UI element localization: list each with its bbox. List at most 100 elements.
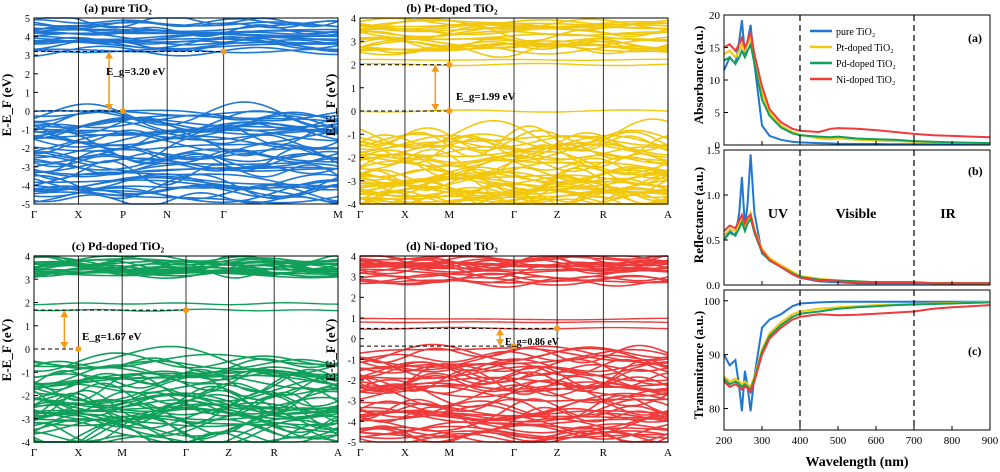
kpoint-label: Γ (357, 209, 363, 221)
gap-arrow-head-up (60, 310, 68, 317)
vbm-marker (75, 346, 81, 352)
y-tick-label: 10 (709, 75, 721, 87)
gap-arrow-head-down (60, 342, 68, 349)
vbm-marker (446, 108, 452, 114)
kpoint-label: M (444, 447, 454, 459)
legend-entry: Pd-doped TiO₂ (836, 59, 896, 70)
kpoint-label: R (600, 447, 608, 459)
y-tick-label: 3 (351, 37, 356, 48)
y-tick-label: 2 (25, 70, 30, 81)
absorbance-panel-tag: (a) (968, 31, 982, 45)
y-tick-label: 0 (351, 107, 356, 118)
kpoint-label: Γ (31, 447, 37, 459)
y-tick-label: -5 (348, 438, 356, 449)
gap-label-pt: E_g=1.99 eV (456, 91, 515, 103)
spectrum-line (724, 213, 990, 283)
y-tick-label: -3 (22, 415, 30, 426)
y-tick-label: 1.5 (706, 145, 720, 157)
legend-entry: Ni-doped TiO₂ (836, 75, 895, 86)
band-structure-panel-pure: (a) pure TiO₂ E-E_F (eV) E_g=3.20 eV 5 4 3… (0, 1, 343, 221)
y-axis-label-ni: E-E_F (eV) (323, 319, 338, 382)
x-tick-label: 600 (868, 435, 885, 447)
y-tick-label: -2 (348, 376, 356, 387)
y-tick-label: 0 (25, 107, 30, 118)
reflectance-panel-tag: (b) (968, 164, 983, 178)
panel-title-pure: (a) pure TiO₂ (84, 1, 152, 15)
transmittance-frame (724, 290, 990, 430)
reflectance-panel: Reflectance (a.u.) 0.0 0.5 1.0 1.5 (b) UV V… (691, 145, 990, 292)
y-tick-label: 2 (351, 293, 356, 304)
y-tick-label: -3 (348, 397, 356, 408)
y-tick-label: -4 (348, 417, 356, 428)
kpoint-label: Γ (511, 209, 517, 221)
y-tick-label: -4 (22, 438, 30, 449)
gap-arrow-head-up (496, 328, 504, 335)
x-tick-label: 800 (944, 435, 961, 447)
panel-title-ni: (d) Ni-doped TiO₂ (406, 239, 498, 253)
kpoint-label: A (334, 447, 342, 459)
y-tick-label: 1 (351, 314, 356, 325)
kpoint-label: X (401, 209, 409, 221)
absorbance-y-label: Absorbance (a.u.) (691, 26, 706, 125)
reflectance-y-label: Reflectance (a.u.) (691, 167, 706, 263)
gap-label-ni: E_g=0.86 eV (505, 337, 560, 348)
kpoint-label: M (444, 209, 454, 221)
x-tick-label: 400 (792, 435, 809, 447)
band-structure-and-optical-figure: (a) pure TiO₂ E-E_F (eV) E_g=3.20 eV 543… (0, 0, 1000, 472)
y-tick-label: 4 (25, 33, 30, 44)
reflectance-y-ticks: 0.00.51.01.5 (706, 145, 728, 292)
x-tick-label: 200 (716, 435, 733, 447)
kpoint-label: X (401, 447, 409, 459)
y-tick-label: 100 (704, 296, 721, 308)
transmittance-x-ticks: 200 300 400 500 600 700 800 900 (716, 426, 999, 447)
y-tick-label: 1.0 (706, 190, 720, 202)
transmittance-panel-tag: (c) (968, 344, 981, 358)
transmittance-y-label: Transmitance (a.u.) (691, 311, 706, 419)
kpoint-label: Γ (183, 447, 189, 459)
kpoint-label: R (600, 209, 608, 221)
x-tick-label: 900 (982, 435, 999, 447)
y-tick-label: 20 (709, 10, 721, 22)
band-structure-panel-pt: (b) Pt-doped TiO₂ E-E_F (eV) E_g=1.99 eV… (323, 1, 672, 221)
x-tick-label: 300 (754, 435, 771, 447)
kpoint-label: Γ (511, 447, 517, 459)
kpoint-label: Γ (31, 209, 37, 221)
kpoint-label: X (74, 209, 82, 221)
y-tick-label: 0 (351, 335, 356, 346)
cbm-marker (183, 307, 189, 313)
band-structure-panel-pd: (c) Pd-doped TiO₂ E-E_F (eV) E_g=1.67 eV… (0, 239, 342, 459)
y-tick-label: 4 (25, 252, 30, 263)
kpoint-label: R (270, 447, 278, 459)
y-axis-label-pure: E-E_F (eV) (0, 74, 14, 137)
panel-title-pt: (b) Pt-doped TiO₂ (406, 1, 498, 15)
legend-entry: pure TiO₂ (836, 27, 875, 38)
kpoint-label: M (117, 447, 127, 459)
kpoint-label: Z (554, 209, 561, 221)
x-tick-label: 700 (906, 435, 923, 447)
cbm-marker (221, 48, 227, 54)
y-tick-label: 1 (351, 84, 356, 95)
y-tick-label: -4 (348, 200, 356, 211)
y-tick-label: 3 (25, 275, 30, 286)
y-tick-label: 5 (25, 14, 30, 25)
spectrum-line (724, 302, 990, 411)
gap-reference-lines-pd (34, 310, 186, 349)
absorbance-y-ticks: 0 5 10 15 20 (709, 10, 728, 152)
y-tick-label: -4 (22, 181, 30, 192)
y-tick-label: 2 (351, 61, 356, 72)
y-tick-label: -5 (22, 200, 30, 211)
y-tick-label: 3 (25, 51, 30, 62)
gap-arrow-head-down (496, 339, 504, 346)
kpoint-label: Z (225, 447, 232, 459)
gap-arrow-pd (60, 307, 189, 352)
kpoint-label: Γ (221, 209, 227, 221)
y-axis-label-pd: E-E_F (eV) (0, 319, 14, 382)
y-tick-label: -2 (22, 144, 30, 155)
region-label-uv: UV (768, 207, 788, 222)
region-label-ir: IR (940, 207, 956, 222)
spectrum-line (724, 305, 990, 392)
kpoint-label: M (333, 209, 343, 221)
band-structure-panel-ni: (d) Ni-doped TiO₂ E-E_F (eV) E_g=0.86 eV… (323, 239, 672, 459)
y-tick-label: 4 (351, 252, 356, 263)
